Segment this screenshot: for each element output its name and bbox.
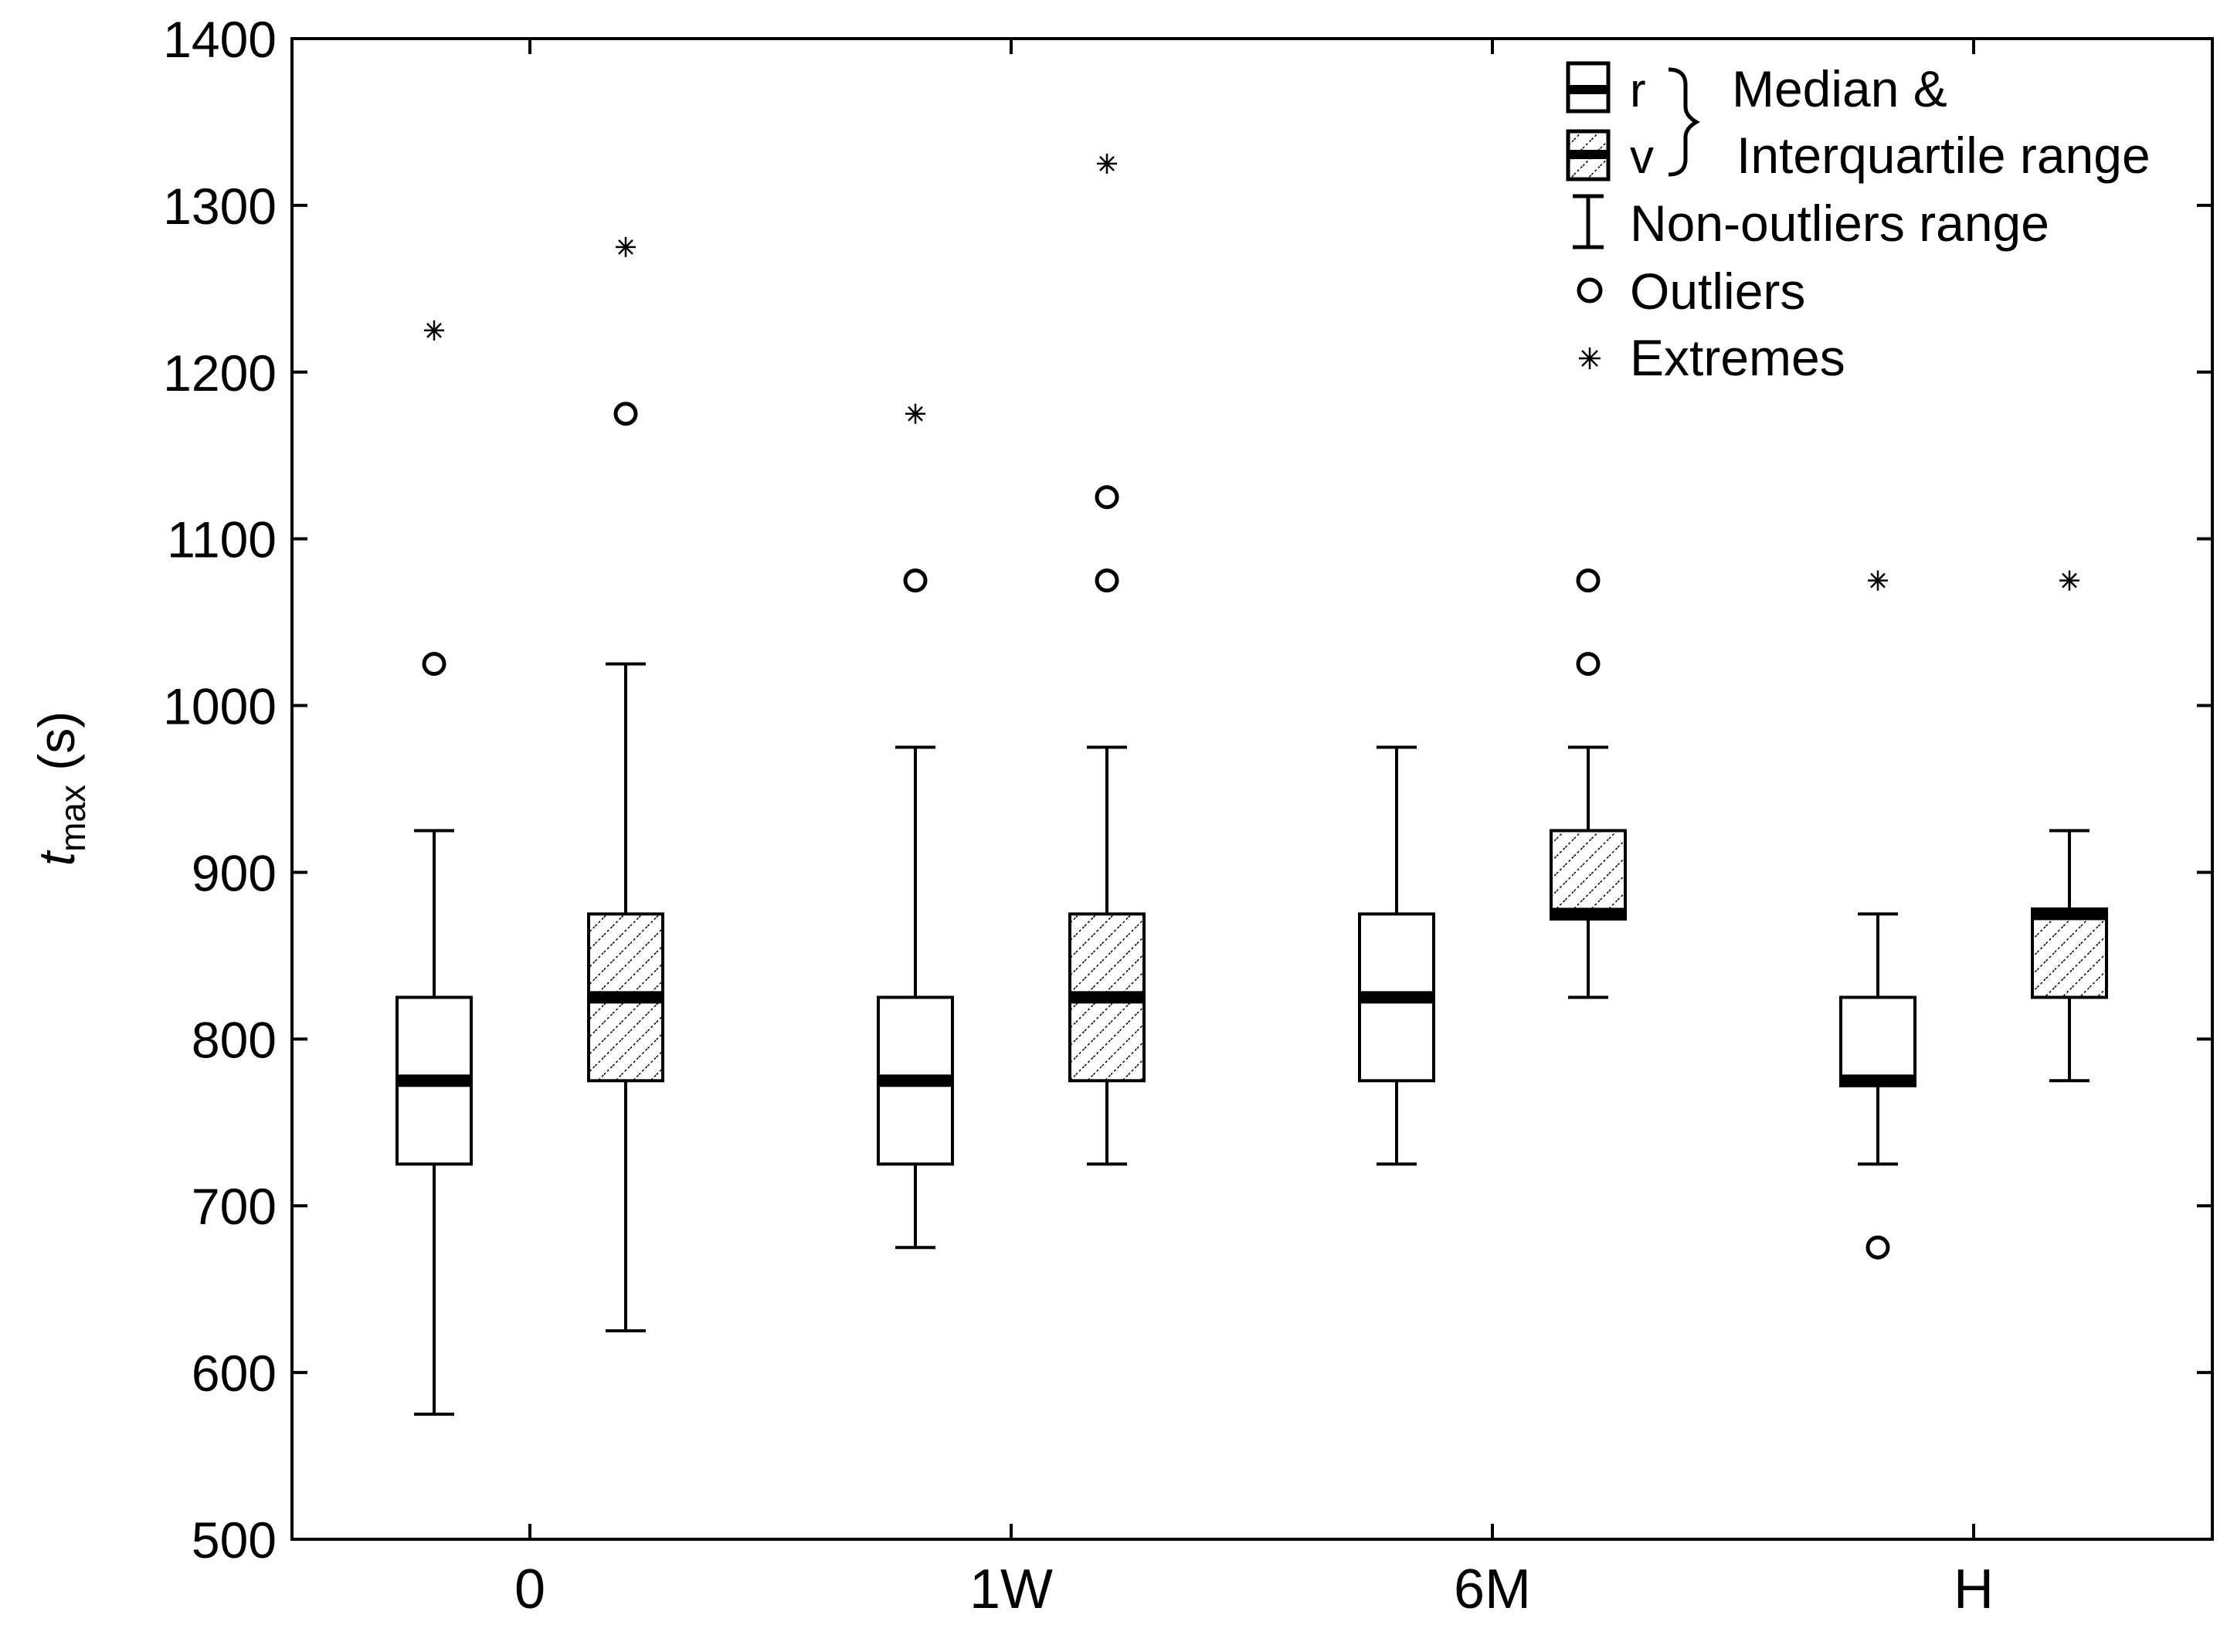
x-tick-label: 1W: [969, 1559, 1053, 1620]
extreme-point: [424, 320, 444, 341]
legend-brace-icon: [1668, 67, 1701, 177]
box-v-0: [587, 236, 664, 1333]
iqr-box: [1839, 996, 1916, 1087]
x-axis: 0 1W 6M H: [514, 39, 1994, 1620]
median-bar: [1070, 991, 1144, 1004]
plot-area-frame: [290, 37, 2214, 1541]
extreme-stroke: [1099, 156, 1115, 171]
legend: r v Median & Interquartile range Non-out…: [1566, 60, 2151, 386]
legend-median-label: Median &: [1732, 60, 1947, 117]
extreme-point: [1868, 570, 1888, 591]
y-tick-label: 1000: [163, 678, 277, 735]
legend-outlier-icon: [1577, 277, 1603, 304]
legend-extreme-icon: [1579, 348, 1601, 369]
extreme-stroke: [426, 322, 442, 338]
median-bar: [1551, 907, 1625, 921]
extreme-point: [616, 236, 636, 257]
legend-outlier-label: Outliers: [1630, 263, 1805, 320]
iqr-box: [2031, 907, 2108, 999]
outlier-point: [1576, 652, 1601, 677]
outlier-point: [1095, 485, 1119, 510]
legend-extreme-label: Extremes: [1630, 329, 1845, 386]
extreme-point: [2059, 570, 2079, 591]
box-r-H: [1839, 570, 1916, 1260]
legend-r-label: r: [1630, 64, 1646, 117]
y-tick-label: 500: [192, 1511, 277, 1569]
legend-r-box-icon: [1566, 61, 1611, 114]
box-r-1W: [877, 403, 954, 1250]
y-axis-title: tmax (s): [28, 711, 93, 867]
median-bar: [397, 1074, 471, 1087]
extreme-stroke: [1870, 572, 1886, 589]
legend-v-box-icon: [1566, 129, 1611, 181]
box-r-6M: [1358, 745, 1435, 1166]
outlier-point: [422, 652, 446, 677]
outlier-point: [903, 568, 928, 593]
extreme-stroke: [908, 405, 923, 422]
iqr-box: [1550, 829, 1627, 921]
y-tick-label: 800: [192, 1011, 277, 1068]
legend-v-label: v: [1630, 131, 1654, 184]
y-tick-label: 1300: [163, 178, 277, 235]
outlier-point: [613, 402, 638, 426]
box-r-0: [395, 320, 473, 1416]
outlier-point: [1576, 568, 1601, 593]
y-tick-label: 1200: [163, 344, 277, 402]
extreme-point: [905, 403, 925, 424]
median-bar: [1841, 1074, 1915, 1087]
x-tick-label: 0: [514, 1559, 545, 1620]
median-bar: [1360, 991, 1434, 1004]
extreme-stroke: [618, 239, 633, 255]
legend-whisker-icon: [1573, 194, 1604, 249]
outlier-point: [1095, 568, 1119, 593]
y-tick-label: 600: [192, 1345, 277, 1402]
box-series-group: [395, 153, 2108, 1416]
y-tick-label: 700: [192, 1178, 277, 1235]
y-tick-label: 900: [192, 844, 277, 901]
y-axis: 500 600 700 800 900 1000 1100 1200 1300 1400: [163, 11, 2212, 1569]
outlier-point: [1865, 1235, 1890, 1260]
median-bar: [2032, 907, 2106, 921]
legend-whisker-label: Non-outliers range: [1630, 195, 2049, 252]
median-bar: [878, 1074, 952, 1087]
extreme-point: [1097, 153, 1117, 174]
box-v-1W: [1068, 153, 1146, 1166]
y-tick-label: 1100: [167, 511, 277, 568]
x-tick-label: 6M: [1454, 1559, 1531, 1620]
box-v-6M: [1550, 568, 1627, 999]
legend-iqr-label: Interquartile range: [1736, 127, 2151, 184]
median-bar: [589, 991, 663, 1004]
box-v-H: [2031, 570, 2108, 1083]
y-tick-label: 1400: [163, 11, 277, 68]
extreme-stroke: [2062, 572, 2077, 589]
x-tick-label: H: [1954, 1559, 1994, 1620]
